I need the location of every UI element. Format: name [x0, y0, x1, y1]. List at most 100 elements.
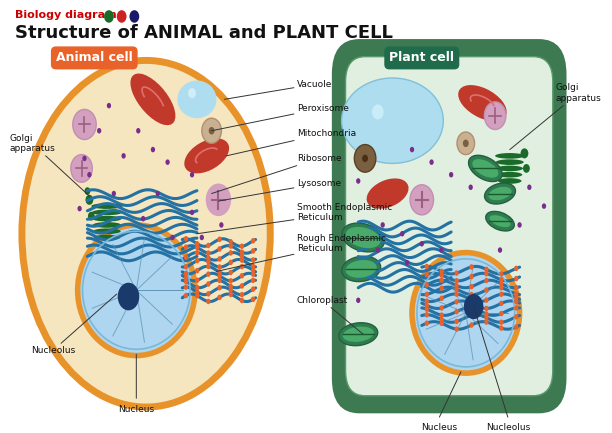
Text: Lysosome: Lysosome	[218, 179, 341, 201]
Circle shape	[251, 248, 255, 254]
Circle shape	[455, 287, 459, 292]
Circle shape	[464, 294, 483, 319]
Circle shape	[195, 278, 200, 283]
Text: Biology diagram: Biology diagram	[15, 10, 117, 20]
Ellipse shape	[346, 260, 377, 278]
Ellipse shape	[412, 252, 520, 373]
Circle shape	[228, 250, 233, 255]
Ellipse shape	[346, 227, 381, 248]
Circle shape	[455, 278, 459, 284]
Text: Nucleolus: Nucleolus	[31, 294, 117, 355]
Circle shape	[240, 257, 244, 263]
Circle shape	[455, 291, 459, 297]
Circle shape	[356, 297, 360, 303]
Circle shape	[410, 147, 414, 152]
Circle shape	[469, 184, 473, 190]
Circle shape	[83, 155, 87, 161]
Circle shape	[184, 236, 188, 242]
Circle shape	[151, 147, 155, 152]
Circle shape	[184, 255, 188, 260]
Circle shape	[514, 285, 518, 291]
Circle shape	[425, 272, 429, 278]
Circle shape	[484, 297, 488, 303]
Circle shape	[228, 292, 233, 297]
Circle shape	[217, 273, 222, 278]
Circle shape	[455, 283, 459, 288]
Circle shape	[499, 285, 504, 291]
Circle shape	[251, 268, 255, 273]
Ellipse shape	[469, 155, 502, 181]
Text: Ribosome: Ribosome	[212, 154, 341, 194]
Circle shape	[228, 239, 233, 245]
Circle shape	[514, 324, 518, 330]
Circle shape	[521, 149, 528, 158]
Circle shape	[228, 243, 233, 249]
Circle shape	[184, 244, 188, 250]
Circle shape	[206, 281, 211, 287]
Circle shape	[141, 216, 145, 221]
Circle shape	[117, 10, 127, 23]
Circle shape	[170, 235, 174, 240]
Circle shape	[410, 185, 433, 215]
Circle shape	[190, 172, 194, 178]
Circle shape	[217, 236, 222, 242]
Circle shape	[104, 10, 114, 23]
Circle shape	[484, 287, 488, 293]
Circle shape	[484, 267, 488, 272]
Circle shape	[469, 284, 474, 289]
Circle shape	[527, 184, 531, 190]
Circle shape	[514, 295, 518, 301]
Circle shape	[523, 164, 530, 173]
Circle shape	[356, 178, 360, 184]
Circle shape	[217, 294, 222, 300]
Circle shape	[206, 250, 211, 256]
Circle shape	[240, 253, 244, 259]
Circle shape	[455, 319, 459, 324]
Circle shape	[542, 204, 546, 209]
Circle shape	[455, 299, 459, 304]
Ellipse shape	[22, 61, 271, 407]
Circle shape	[219, 222, 223, 228]
Circle shape	[118, 283, 140, 310]
Ellipse shape	[94, 235, 120, 240]
Circle shape	[439, 272, 444, 278]
Circle shape	[195, 241, 200, 246]
Circle shape	[165, 159, 170, 165]
Circle shape	[251, 278, 255, 283]
Circle shape	[439, 320, 444, 326]
Circle shape	[240, 243, 244, 249]
Circle shape	[188, 88, 196, 98]
Circle shape	[499, 325, 504, 331]
Ellipse shape	[130, 74, 176, 125]
Circle shape	[111, 191, 116, 196]
Text: Rough Endoplasmic
Reticulum: Rough Endoplasmic Reticulum	[217, 234, 386, 271]
Ellipse shape	[472, 159, 498, 178]
Circle shape	[499, 311, 504, 317]
Circle shape	[251, 297, 255, 302]
Circle shape	[190, 210, 194, 215]
Circle shape	[439, 295, 444, 301]
Circle shape	[195, 293, 200, 298]
Circle shape	[184, 264, 188, 269]
Circle shape	[463, 139, 469, 147]
Circle shape	[439, 305, 444, 311]
Ellipse shape	[343, 326, 374, 342]
Circle shape	[240, 283, 244, 289]
Circle shape	[206, 271, 211, 277]
Ellipse shape	[490, 215, 510, 227]
Text: Peroxisome: Peroxisome	[212, 103, 348, 131]
Circle shape	[240, 264, 244, 269]
Circle shape	[206, 291, 211, 297]
Circle shape	[195, 245, 200, 250]
Circle shape	[88, 172, 92, 178]
Circle shape	[206, 255, 211, 261]
Ellipse shape	[341, 78, 443, 163]
Circle shape	[73, 110, 96, 139]
Text: Nucleolus: Nucleolus	[486, 423, 530, 433]
Text: Animal cell: Animal cell	[56, 52, 133, 65]
Circle shape	[217, 256, 222, 262]
Circle shape	[449, 172, 453, 178]
Circle shape	[514, 299, 518, 304]
Circle shape	[376, 247, 380, 253]
Circle shape	[425, 303, 429, 308]
